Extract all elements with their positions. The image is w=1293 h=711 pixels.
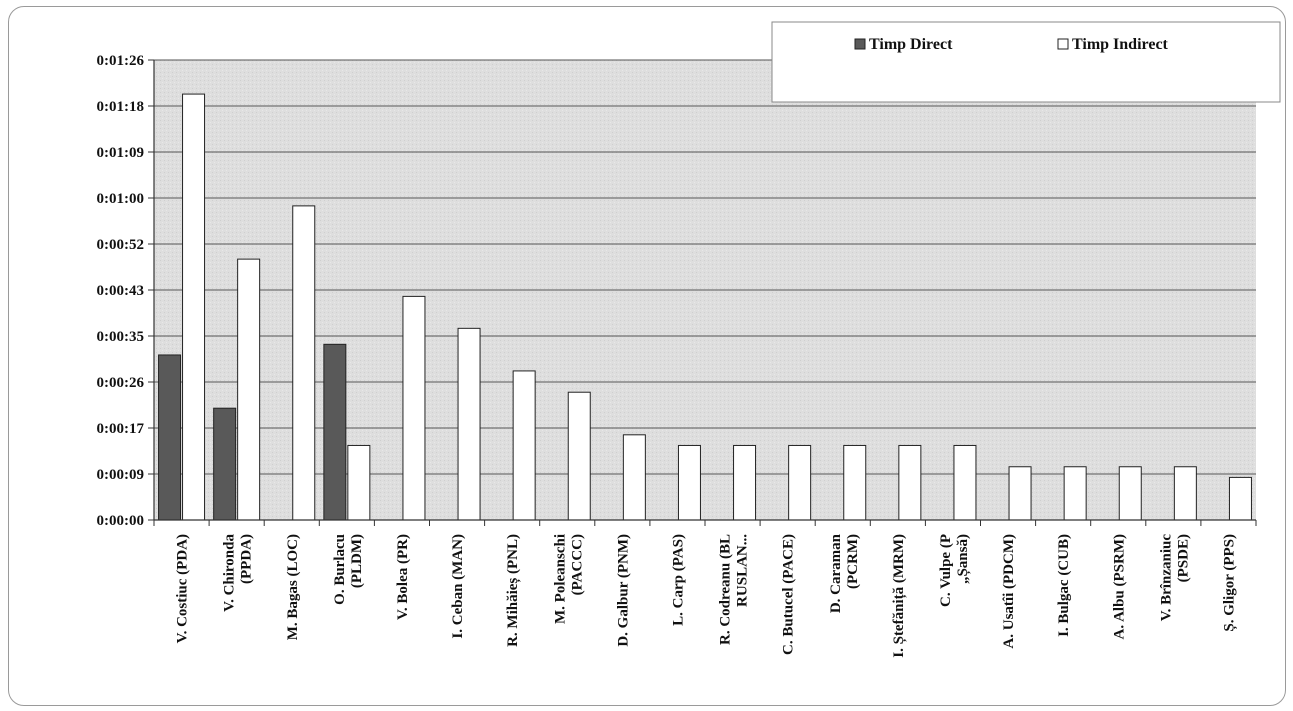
bar-timp-indirect [677,444,701,521]
x-category-label-line: RUSLAN... [735,534,751,607]
bar-timp-indirect [733,444,757,521]
y-tick-label: 0:01:00 [97,191,145,207]
bar-timp-indirect [402,295,426,521]
x-category-label: R. Mihăieș (PNL) [505,534,521,647]
x-category-label: I. Bulgac (CUB) [1056,534,1072,637]
bar-timp-indirect [788,444,812,521]
x-axis-category-labels: V. Costiuc (PDA) V. Chironda(PPDA) M. Baga… [175,533,1238,657]
bar-timp-indirect [1228,476,1252,521]
x-category-label-line: I. Ceban (MAN) [450,534,466,639]
bar-timp-direct [323,343,347,521]
x-category-label-line: „Șansă) [955,534,971,584]
y-tick-label: 0:00:43 [97,283,145,299]
x-category-label-line: C. Vulpe (P [938,534,954,607]
x-category-label: C. Butucel (PACE) [781,534,797,655]
bar-timp-indirect [292,205,316,521]
x-category-label-line: V. Brînzaniuc [1158,534,1174,622]
x-category-label: D. Caraman(PCRM) [828,533,861,613]
x-category-label: V. Costiuc (PDA) [175,534,191,643]
x-category-label-line: R. Codreanu (BL [718,534,734,645]
x-category-label-line: C. Butucel (PACE) [781,534,797,655]
x-category-label-line: A. Albu (PSRM) [1111,534,1127,639]
x-category-label-line: D. Caraman [828,533,844,613]
x-category-label: V. Bolea (PR) [395,534,411,620]
bar-timp-indirect [1173,466,1197,521]
x-category-label-line: V. Bolea (PR) [395,534,411,620]
bar-timp-indirect [953,444,977,521]
x-category-label-line: V. Chironda [222,534,238,612]
x-category-label-line: I. Ștefăniță (MRM) [891,534,907,658]
bar-timp-indirect [237,258,261,521]
x-category-label: V. Chironda(PPDA) [222,534,255,612]
bar-timp-indirect [182,93,206,521]
bar-timp-direct [158,354,182,521]
y-tick-label: 0:00:52 [97,237,145,253]
x-category-label-line: V. Costiuc (PDA) [175,534,191,643]
x-category-label: A. Albu (PSRM) [1111,534,1127,639]
x-category-label-line: R. Mihăieș (PNL) [505,534,521,647]
bar-timp-indirect [843,444,867,521]
x-category-label: V. Brînzaniuc(PSDE) [1158,534,1191,622]
legend-box [771,21,1281,103]
y-tick-label: 0:01:18 [97,99,145,115]
x-category-label: I. Ștefăniță (MRM) [891,534,907,658]
y-tick-label: 0:01:09 [97,145,145,161]
x-category-label-line: (PPDA) [239,534,255,584]
x-category-label: R. Codreanu (BLRUSLAN... [718,534,751,645]
y-tick-label: 0:00:26 [97,375,145,391]
x-category-label: D. Galbur (PNM) [615,534,631,647]
x-category-label: I. Ceban (MAN) [450,534,466,639]
y-tick-label: 0:00:35 [97,329,145,345]
x-category-label-line: (PCRM) [845,534,861,589]
x-category-label: M. Poleanschi(PACCC) [552,534,585,624]
x-axis-ticks [153,520,1257,526]
bar-timp-indirect [898,444,922,521]
y-tick-label: 0:00:09 [97,467,145,483]
bar-timp-indirect [1008,466,1032,521]
x-category-label-line: L. Carp (PAS) [670,534,686,626]
x-category-label: M. Bagas (LOC) [285,534,301,640]
bar-timp-indirect [512,370,536,521]
x-category-label-line: O. Burlacu [332,534,348,605]
gridlines [154,59,1256,475]
x-category-label-line: Ș. Gligor (PPS) [1221,534,1237,632]
x-category-label: O. Burlacu(PLDM) [332,534,365,605]
bar-timp-indirect [567,391,591,521]
x-category-label-line: D. Galbur (PNM) [615,534,631,647]
x-category-label: A. Usatîi (PDCM) [1001,534,1017,649]
bars [158,93,1252,521]
legend-label-timp-direct: Timp Direct [869,36,953,53]
x-category-label-line: I. Bulgac (CUB) [1056,534,1072,637]
legend-swatch-timp-indirect [1057,38,1069,50]
x-category-label-line: M. Bagas (LOC) [285,534,301,640]
x-category-label: L. Carp (PAS) [670,534,686,626]
legend-swatch-timp-direct [854,38,866,50]
legend-label-timp-indirect: Timp Indirect [1072,36,1169,53]
x-category-label-line: A. Usatîi (PDCM) [1001,534,1017,649]
bar-timp-indirect [1118,466,1142,521]
y-axis-tick-labels: 0:00:00 0:00:09 0:00:17 0:00:26 0:00:35 0:00:… [97,53,154,529]
y-tick-label: 0:00:00 [97,513,145,529]
bar-timp-indirect [457,327,481,521]
x-category-label-line: (PLDM) [349,534,365,588]
y-tick-label: 0:00:17 [97,421,145,437]
bar-timp-direct [213,407,237,521]
x-category-label-line: (PACCC) [569,534,585,595]
bar-timp-indirect [1063,466,1087,521]
bar-timp-indirect [347,444,371,521]
legend: Timp Direct Timp Indirect [771,21,1281,103]
bar-timp-indirect [622,434,646,521]
x-category-label-line: M. Poleanschi [552,534,568,624]
x-category-label: C. Vulpe (P„Șansă) [938,534,971,607]
x-category-label: Ș. Gligor (PPS) [1221,534,1237,632]
x-category-label-line: (PSDE) [1175,534,1191,582]
y-tick-label: 0:01:26 [97,53,145,69]
